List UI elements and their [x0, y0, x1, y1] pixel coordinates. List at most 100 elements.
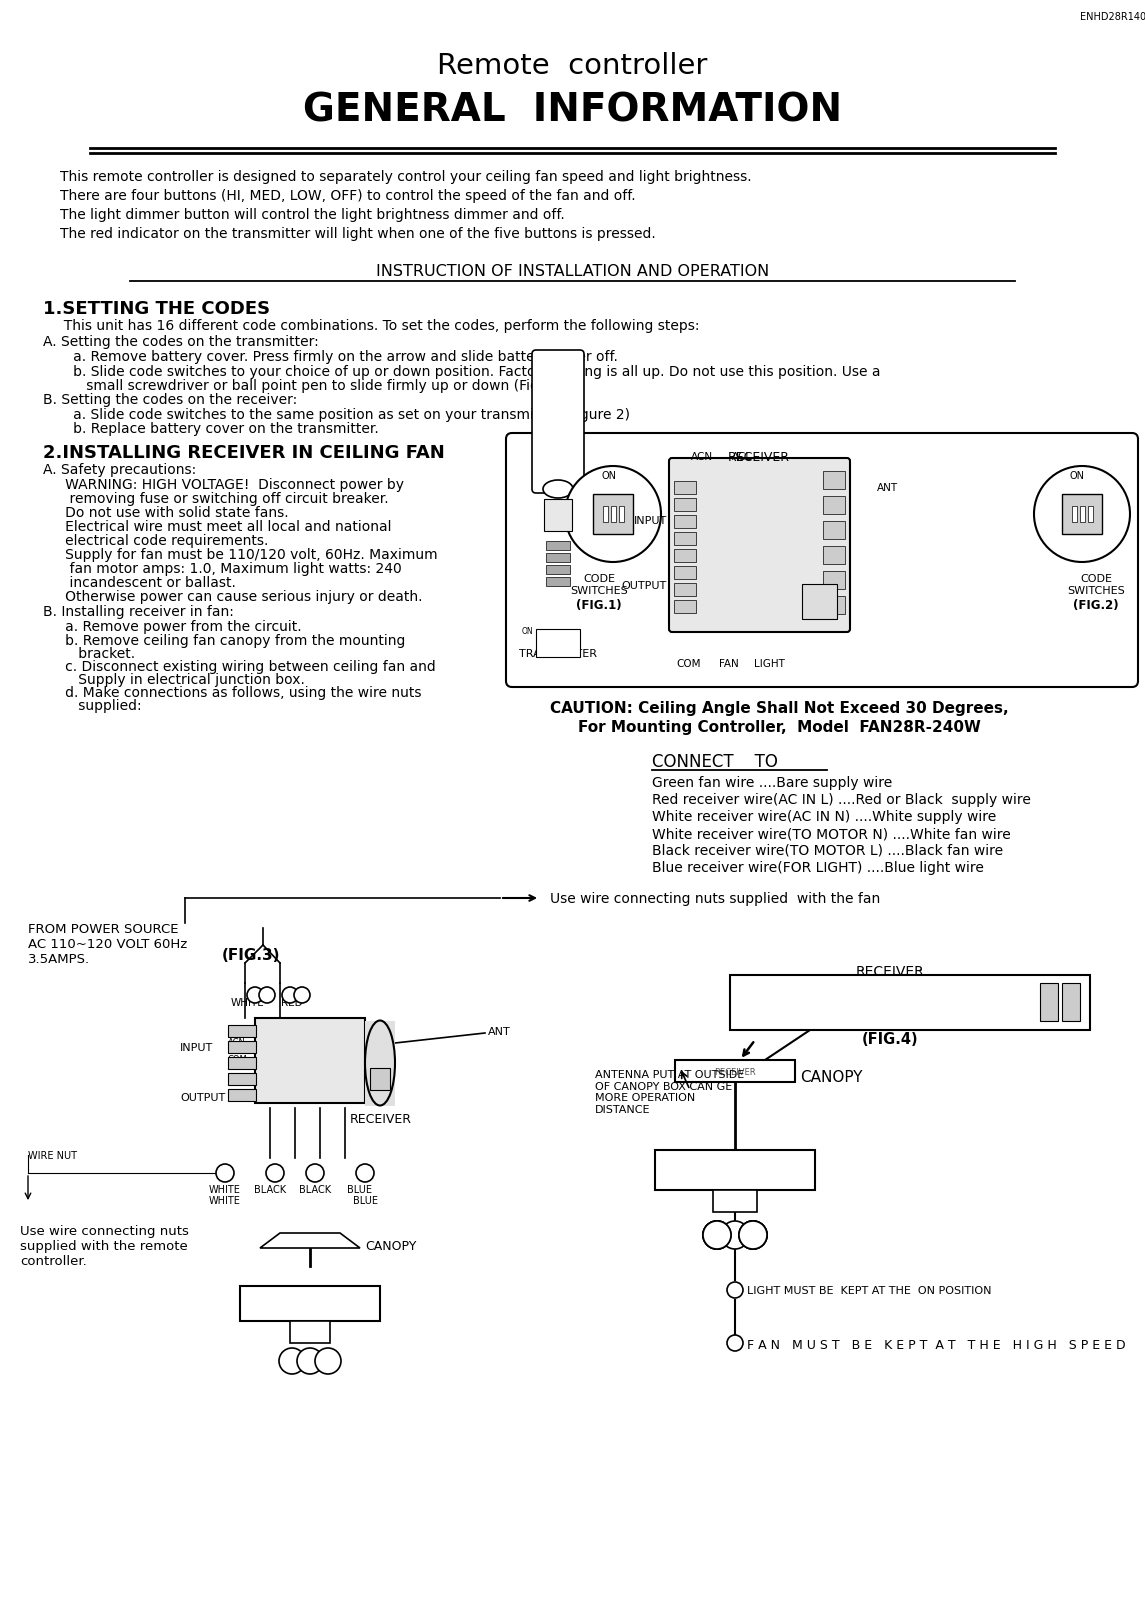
- Text: F A N   M U S T   B E   K E P T  A T   T H E   H I G H   S P E E D: F A N M U S T B E K E P T A T T H E H I …: [747, 1339, 1126, 1352]
- Bar: [228, 1040, 256, 1053]
- Text: ANTENNA PUT AT OUTSIDE
OF CANOPY BOX CAN GET
MORE OPERATION
DISTANCE: ANTENNA PUT AT OUTSIDE OF CANOPY BOX CAN…: [595, 1070, 744, 1115]
- Text: TRANSMITTER: TRANSMITTER: [519, 649, 597, 659]
- Bar: [370, 1068, 390, 1091]
- Bar: [611, 506, 616, 523]
- Circle shape: [739, 1220, 767, 1250]
- Text: A. Safety precautions:: A. Safety precautions:: [44, 463, 196, 477]
- Bar: [676, 1060, 795, 1083]
- Bar: [228, 1057, 256, 1070]
- Circle shape: [727, 1282, 743, 1298]
- Circle shape: [703, 1220, 731, 1250]
- Circle shape: [564, 466, 661, 562]
- Text: CODE
SWITCHES: CODE SWITCHES: [1067, 575, 1124, 596]
- Bar: [823, 571, 845, 589]
- Text: ANT: ANT: [877, 484, 898, 493]
- Circle shape: [721, 1220, 749, 1250]
- Circle shape: [356, 1164, 374, 1182]
- Text: BLUE: BLUE: [353, 1196, 378, 1206]
- Bar: [536, 630, 581, 657]
- Text: ACN: ACN: [690, 451, 713, 463]
- Text: Remote  controller: Remote controller: [437, 52, 708, 80]
- Text: 1: 1: [539, 631, 543, 636]
- Text: B. Setting the codes on the receiver:: B. Setting the codes on the receiver:: [44, 393, 298, 407]
- FancyBboxPatch shape: [506, 433, 1138, 687]
- Text: LIGHT: LIGHT: [753, 659, 784, 669]
- Bar: [823, 521, 845, 539]
- Text: COM: COM: [677, 659, 701, 669]
- Text: OUTPUT: OUTPUT: [622, 581, 668, 591]
- Circle shape: [703, 1220, 731, 1250]
- Text: supplied:: supplied:: [52, 700, 142, 712]
- Bar: [228, 1026, 256, 1037]
- Text: Otherwise power can cause serious injury or death.: Otherwise power can cause serious injury…: [52, 591, 423, 604]
- Text: INSTRUCTION OF INSTALLATION AND OPERATION: INSTRUCTION OF INSTALLATION AND OPERATIO…: [376, 265, 769, 279]
- Bar: [546, 553, 570, 562]
- Text: ON: ON: [1069, 471, 1085, 480]
- Text: c. Disconnect existing wiring between ceiling fan and: c. Disconnect existing wiring between ce…: [52, 661, 436, 674]
- Text: RECEIVER: RECEIVER: [855, 966, 924, 979]
- Bar: [802, 584, 837, 618]
- Bar: [255, 1018, 365, 1104]
- Ellipse shape: [543, 480, 572, 498]
- FancyBboxPatch shape: [532, 351, 584, 493]
- Bar: [674, 480, 696, 493]
- Text: Use wire connecting nuts supplied  with the fan: Use wire connecting nuts supplied with t…: [550, 893, 881, 906]
- Text: Red receiver wire(AC IN L) ....Red or Black  supply wire: Red receiver wire(AC IN L) ....Red or Bl…: [652, 794, 1030, 807]
- Text: For Mounting Controller,  Model  FAN28R-240W: For Mounting Controller, Model FAN28R-24…: [577, 721, 980, 735]
- Text: INPUT: INPUT: [633, 516, 668, 526]
- Ellipse shape: [365, 1021, 395, 1105]
- FancyBboxPatch shape: [669, 458, 850, 631]
- Text: Supply in electrical junction box.: Supply in electrical junction box.: [52, 674, 305, 687]
- Text: CANOPY: CANOPY: [365, 1240, 417, 1253]
- Text: WIRE NUT: WIRE NUT: [27, 1151, 77, 1160]
- Text: The red indicator on the transmitter will light when one of the five buttons is : The red indicator on the transmitter wil…: [60, 227, 656, 240]
- Text: ACN: ACN: [228, 1039, 246, 1047]
- Text: White receiver wire(TO MOTOR N) ....White fan wire: White receiver wire(TO MOTOR N) ....Whit…: [652, 828, 1011, 841]
- Text: GENERAL  INFORMATION: GENERAL INFORMATION: [303, 93, 842, 130]
- Bar: [823, 545, 845, 565]
- Bar: [603, 506, 608, 523]
- Bar: [731, 975, 1090, 1031]
- Text: (FIG.3): (FIG.3): [222, 948, 281, 962]
- Text: Green fan wire ....Bare supply wire: Green fan wire ....Bare supply wire: [652, 776, 892, 790]
- Circle shape: [703, 1220, 731, 1250]
- Bar: [546, 565, 570, 575]
- Text: (FIG.1): (FIG.1): [576, 599, 622, 612]
- Text: ANT: ANT: [488, 1027, 511, 1037]
- Text: WHITE: WHITE: [210, 1196, 240, 1206]
- Text: fan motor amps: 1.0, Maximum light watts: 240: fan motor amps: 1.0, Maximum light watts…: [52, 562, 402, 576]
- Text: RED: RED: [282, 998, 302, 1008]
- Circle shape: [294, 987, 310, 1003]
- Text: removing fuse or switching off circuit breaker.: removing fuse or switching off circuit b…: [52, 492, 388, 506]
- Bar: [674, 532, 696, 545]
- Bar: [228, 1073, 256, 1086]
- Text: WHITE: WHITE: [210, 1185, 240, 1195]
- Bar: [290, 1321, 330, 1342]
- Text: Black receiver wire(TO MOTOR L) ....Black fan wire: Black receiver wire(TO MOTOR L) ....Blac…: [652, 844, 1003, 859]
- Circle shape: [216, 1164, 234, 1182]
- Bar: [674, 601, 696, 613]
- Bar: [365, 1021, 395, 1105]
- Text: 1.SETTING THE CODES: 1.SETTING THE CODES: [44, 300, 270, 318]
- Text: bracket.: bracket.: [52, 648, 135, 661]
- Circle shape: [315, 1349, 341, 1375]
- Text: RECEIVER: RECEIVER: [714, 1068, 756, 1078]
- Text: This unit has 16 different code combinations. To set the codes, perform the foll: This unit has 16 different code combinat…: [55, 320, 700, 333]
- Circle shape: [259, 987, 275, 1003]
- Text: WHITE: WHITE: [231, 998, 264, 1008]
- Circle shape: [279, 1349, 305, 1375]
- Text: Blue receiver wire(FOR LIGHT) ....Blue light wire: Blue receiver wire(FOR LIGHT) ....Blue l…: [652, 860, 984, 875]
- Text: A. Setting the codes on the transmitter:: A. Setting the codes on the transmitter:: [44, 334, 318, 349]
- Circle shape: [739, 1220, 767, 1250]
- Bar: [823, 471, 845, 489]
- Text: INPUT: INPUT: [180, 1044, 213, 1053]
- Bar: [674, 566, 696, 579]
- Circle shape: [703, 1220, 731, 1250]
- Circle shape: [727, 1336, 743, 1350]
- Bar: [1080, 506, 1085, 523]
- Bar: [240, 1285, 380, 1321]
- Bar: [1072, 506, 1077, 523]
- Bar: [674, 498, 696, 511]
- Bar: [546, 578, 570, 586]
- Text: b. Slide code switches to your choice of up or down position. Factory setting is: b. Slide code switches to your choice of…: [60, 365, 881, 380]
